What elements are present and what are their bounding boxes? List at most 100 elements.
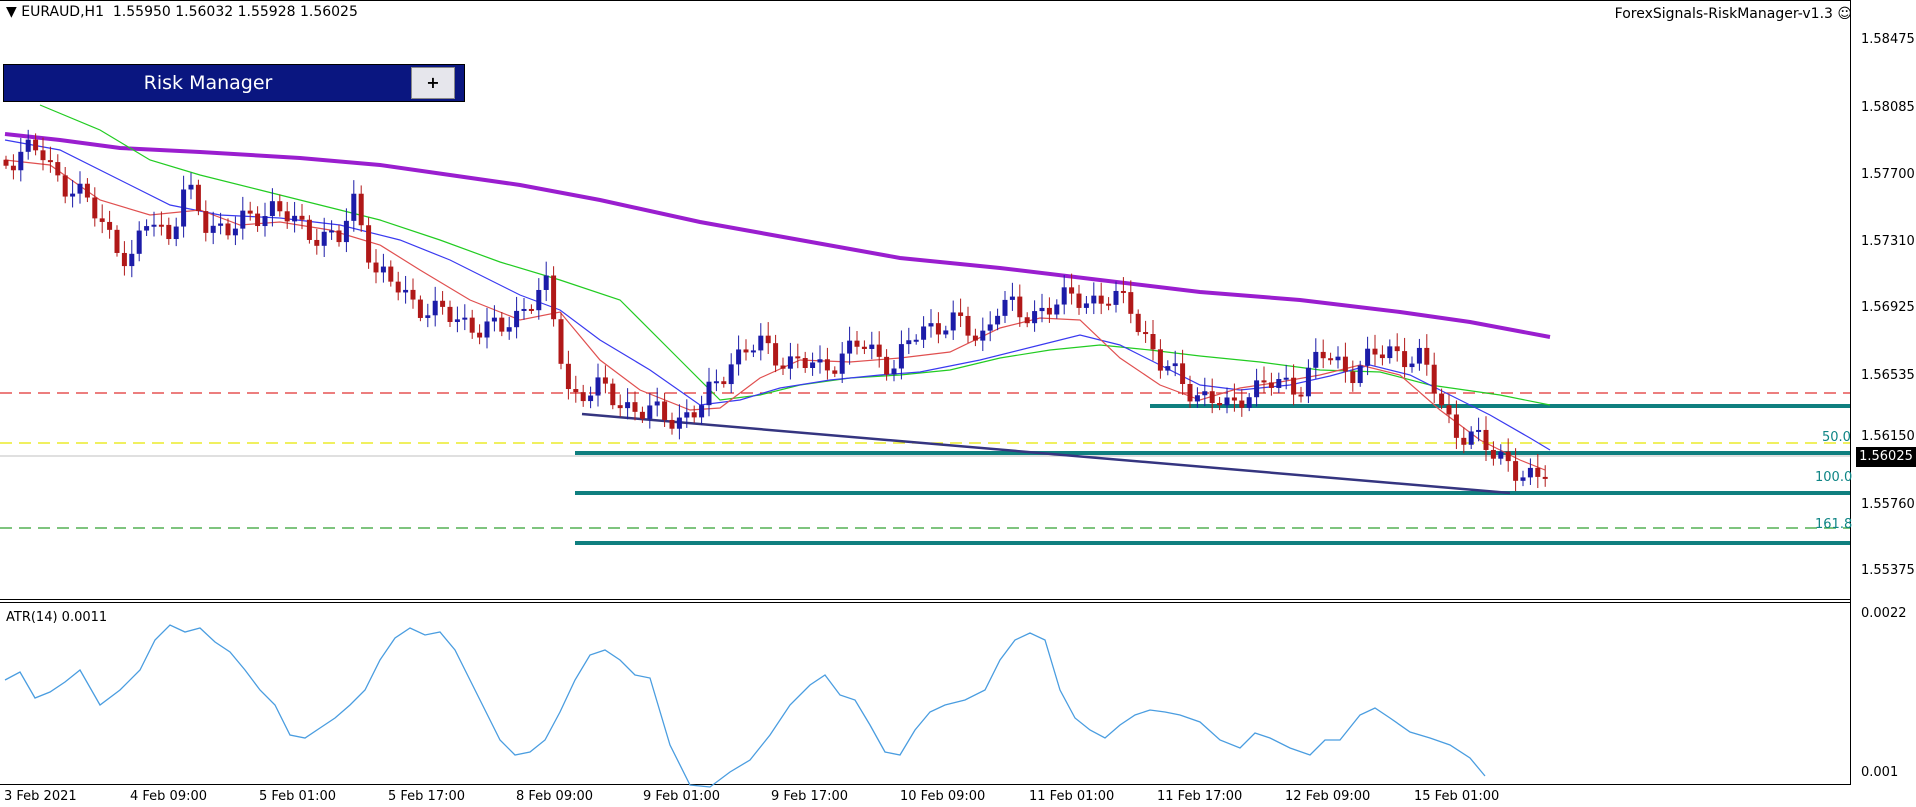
candle-body <box>454 319 460 322</box>
candle-body <box>410 289 416 300</box>
candle-body <box>935 323 941 335</box>
candle-body <box>847 340 853 354</box>
candle-body <box>1180 363 1186 384</box>
candle-body <box>1032 311 1038 324</box>
ma-20 <box>4 139 1551 451</box>
candle-body <box>987 324 993 331</box>
candle-body <box>277 201 283 212</box>
candle-body <box>573 389 579 393</box>
time-tick: 10 Feb 09:00 <box>900 789 986 804</box>
candle-body <box>1017 296 1023 318</box>
risk-manager-panel[interactable]: Risk Manager + <box>3 64 465 102</box>
candle-body <box>662 401 668 420</box>
candle-body <box>1061 287 1067 305</box>
candle-body <box>699 405 705 418</box>
risk-manager-title[interactable]: Risk Manager <box>143 72 273 94</box>
candlesticks <box>3 129 1548 492</box>
candle-body <box>506 327 512 332</box>
chart-frame <box>0 0 1851 785</box>
symbol-timeframe: EURAUD,H1 <box>21 4 104 20</box>
candle-body <box>225 223 231 236</box>
candle-body <box>40 150 46 161</box>
time-tick: 9 Feb 01:00 <box>643 789 721 804</box>
candle-body <box>832 370 838 374</box>
candle-body <box>232 228 238 236</box>
candle-body <box>1157 349 1163 371</box>
candle-body <box>247 210 253 214</box>
atr-line <box>4 624 1486 788</box>
candle-body <box>3 159 9 166</box>
atr-axis-top: 0.0022 <box>1861 606 1907 621</box>
candle-body <box>891 368 897 375</box>
candle-body <box>1542 476 1548 479</box>
candle-body <box>1217 403 1223 406</box>
price-tick: 1.56925 <box>1861 300 1915 315</box>
candle-body <box>1365 348 1371 366</box>
candle-body <box>1328 358 1334 361</box>
candle-body <box>343 220 349 243</box>
candle-body <box>632 402 638 412</box>
price-tick: 1.55760 <box>1861 497 1915 512</box>
candle-body <box>543 275 549 290</box>
candle-body <box>514 310 520 328</box>
candle-body <box>462 317 468 320</box>
candle-body <box>203 211 209 233</box>
candle-body <box>1476 429 1482 432</box>
candle-body <box>676 417 682 429</box>
candle-body <box>1431 364 1437 394</box>
candle-body <box>721 381 727 385</box>
trend-line[interactable] <box>581 412 1511 495</box>
candle-body <box>1291 377 1297 395</box>
candle-body <box>1187 383 1193 402</box>
candle-body <box>388 266 394 282</box>
candle-body <box>1209 391 1215 404</box>
candle-body <box>33 139 39 151</box>
candle-body <box>736 349 742 365</box>
candle-body <box>884 356 890 375</box>
candle-body <box>528 308 534 311</box>
candle-body <box>1120 290 1126 293</box>
candle-body <box>1098 295 1104 304</box>
candle-body <box>1298 394 1304 397</box>
candle-body <box>1054 304 1060 315</box>
candle-body <box>565 363 571 390</box>
price-tick: 1.57310 <box>1861 234 1915 249</box>
atr-polyline <box>4 624 1486 788</box>
candle-body <box>403 289 409 293</box>
candle-body <box>810 362 816 368</box>
risk-manager-expand-button[interactable]: + <box>411 67 455 99</box>
candle-body <box>1268 382 1274 388</box>
price-tick: 1.56150 <box>1861 429 1915 444</box>
candle-body <box>1527 467 1533 478</box>
candle-body <box>1128 292 1134 314</box>
candle-body <box>1416 347 1422 364</box>
smiley-icon: ☺ <box>1837 6 1852 22</box>
fibonacci-levels[interactable] <box>575 451 1850 545</box>
candle-body <box>580 392 586 402</box>
candle-body <box>861 346 867 349</box>
close-price: 1.56025 <box>299 4 358 20</box>
candle-body <box>1505 451 1511 462</box>
ma-200 <box>4 132 1551 339</box>
candle-body <box>1106 303 1112 306</box>
candle-body <box>706 381 712 406</box>
time-tick: 8 Feb 09:00 <box>516 789 594 804</box>
candle-body <box>625 402 631 409</box>
price-tick: 1.57700 <box>1861 167 1915 182</box>
candle-body <box>255 213 261 227</box>
candle-body <box>210 225 216 233</box>
candle-body <box>602 377 608 384</box>
candle-body <box>166 224 172 240</box>
candle-body <box>1069 287 1075 294</box>
candle-body <box>728 364 734 385</box>
candle-body <box>240 210 246 229</box>
candle-body <box>795 356 801 359</box>
candle-body <box>329 230 335 233</box>
candle-body <box>425 315 431 318</box>
candle-body <box>1320 351 1326 359</box>
candle-body <box>876 344 882 357</box>
collapse-arrow-icon[interactable]: ▼ <box>6 4 17 20</box>
candle-body <box>306 219 312 240</box>
candle-body <box>1335 356 1341 361</box>
